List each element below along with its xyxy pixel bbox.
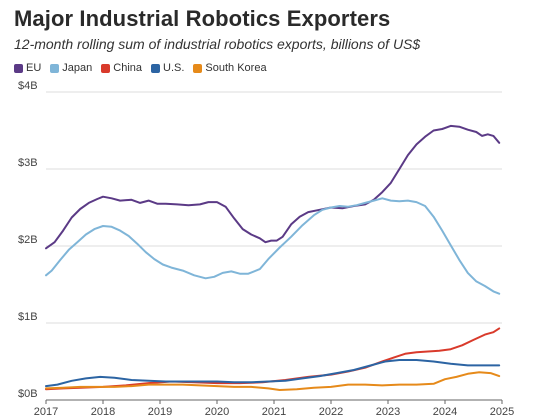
x-tick-label: 2021: [262, 406, 286, 418]
x-tick-label: 2019: [148, 406, 172, 418]
legend-swatch: [151, 63, 161, 73]
series-line-u-s: [45, 359, 501, 388]
legend-item-u-s: U.S.: [151, 62, 184, 74]
legend-item-china: China: [101, 62, 142, 74]
chart-legend: EU Japan China U.S. South Korea: [14, 61, 276, 75]
y-tick-label: $0B: [18, 388, 38, 400]
x-tick-label: 2017: [34, 406, 58, 418]
series-line-eu: [45, 124, 501, 250]
legend-label: EU: [26, 62, 42, 74]
legend-label: U.S.: [163, 62, 185, 74]
legend-swatch: [193, 63, 203, 73]
legend-swatch: [14, 63, 23, 73]
x-tick-label: 2022: [319, 406, 343, 418]
x-tick-label: 2023: [376, 406, 400, 418]
legend-swatch: [101, 63, 111, 73]
y-tick-label: $2B: [18, 234, 38, 246]
x-tick-label: 2018: [91, 406, 115, 418]
x-tick-label: 2024: [433, 406, 457, 418]
chart-subtitle: 12-month rolling sum of industrial robot…: [14, 36, 421, 52]
y-tick-label: $3B: [18, 157, 38, 169]
y-tick-label: $4B: [18, 80, 38, 92]
y-tick-label: $1B: [18, 311, 38, 323]
x-tick-label: 2025: [490, 406, 514, 418]
legend-label: China: [113, 62, 143, 74]
series-line-china: [45, 327, 501, 391]
x-tick-label: 2020: [205, 406, 229, 418]
legend-item-eu: EU: [14, 62, 41, 74]
legend-swatch: [50, 63, 60, 73]
chart-title: Major Industrial Robotics Exporters: [14, 6, 391, 31]
series-line-south-korea: [45, 371, 501, 391]
series-line-japan: [45, 197, 501, 295]
legend-label: Japan: [62, 62, 93, 74]
legend-item-south-korea: South Korea: [193, 62, 267, 74]
legend-item-japan: Japan: [50, 62, 92, 74]
legend-label: South Korea: [205, 62, 267, 74]
